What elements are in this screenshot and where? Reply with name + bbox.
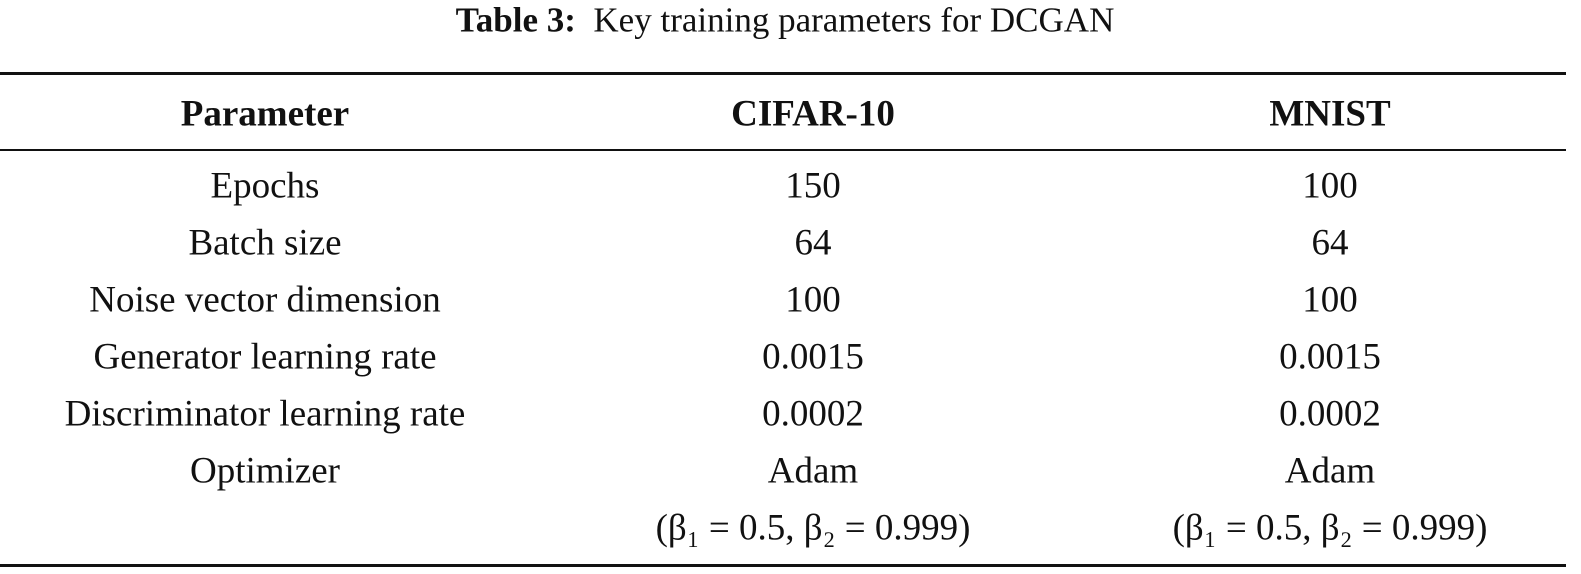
table-cell: 150 (785, 165, 841, 207)
table-cell: Epochs (210, 165, 320, 207)
table-cell: 100 (1302, 165, 1358, 207)
table-cell: Adam (1284, 450, 1376, 492)
caption: Table 3: Key training parameters for DCG… (456, 3, 1115, 38)
table-cell: 0.0002 (1279, 393, 1381, 435)
header-rule (0, 149, 1566, 151)
table-cell: 64 (794, 222, 832, 264)
table-cell: Batch size (188, 222, 342, 264)
table-cell: 0.0015 (762, 336, 864, 378)
table-cell: (β₁ = 0.5, β₂ = 0.999) (655, 507, 971, 549)
table-cell: (β₁ = 0.5, β₂ = 0.999) (1172, 507, 1488, 549)
table-cell: 0.0002 (762, 393, 864, 435)
table-cell: Noise vector dimension (89, 279, 441, 321)
header-cell: MNIST (1269, 93, 1391, 135)
header-cell: CIFAR-10 (731, 93, 895, 135)
table-cell: 100 (785, 279, 841, 321)
caption-text: Key training parameters for DCGAN (593, 0, 1115, 40)
table-cell: Discriminator learning rate (64, 393, 466, 435)
bottom-rule (0, 564, 1566, 567)
header-cell: Parameter (180, 93, 350, 135)
caption-label: Table 3: (455, 0, 576, 40)
table-cell: Adam (767, 450, 859, 492)
table-cell: 0.0015 (1279, 336, 1381, 378)
top-rule (0, 72, 1566, 75)
table-cell: 64 (1311, 222, 1349, 264)
table-cell: 100 (1302, 279, 1358, 321)
table-cell: Generator learning rate (93, 336, 437, 378)
table-cell: Optimizer (189, 450, 341, 492)
